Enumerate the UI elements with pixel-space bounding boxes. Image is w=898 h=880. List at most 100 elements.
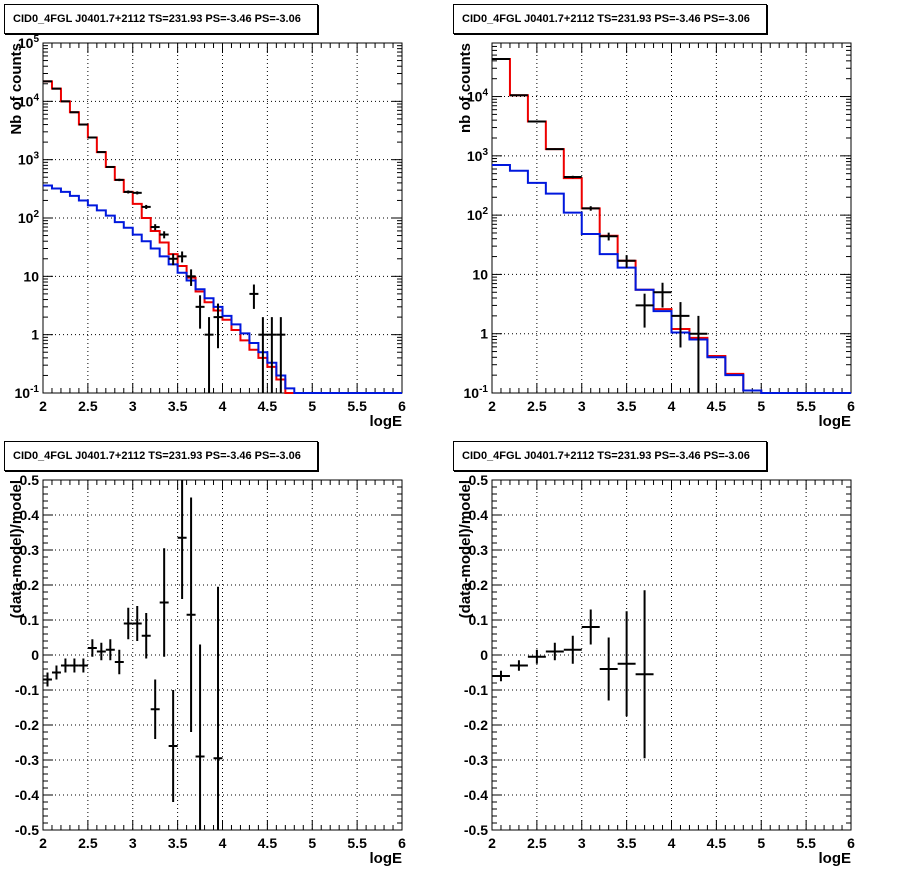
y-tick-label: -0.2	[15, 717, 39, 733]
x-axis-ticks	[42, 480, 403, 830]
x-tick-label: 5.5	[796, 835, 816, 851]
x-tick-label: 4	[219, 398, 227, 414]
y-tick-label: 103	[467, 147, 489, 164]
y-axis-title: (data-model)/model	[8, 480, 25, 618]
x-tick-label: 4.5	[707, 398, 727, 414]
y-tick-label: -0.3	[464, 752, 488, 768]
y-tick-label: 0.4	[20, 507, 40, 523]
x-axis-title: logE	[819, 850, 852, 867]
x-tick-label: 3	[578, 398, 586, 414]
x-tick-label: 5	[308, 398, 316, 414]
y-axis-title: (data-model)/model	[457, 480, 474, 618]
x-tick-label: 6	[398, 835, 406, 851]
x-tick-label: 4	[668, 835, 676, 851]
y-tick-label: 10-1	[464, 384, 489, 401]
x-tick-label: 4.5	[258, 398, 278, 414]
total-model-histogram	[492, 57, 851, 394]
x-axis-ticks	[491, 43, 852, 393]
x-tick-label: 5.5	[796, 398, 816, 414]
y-tick-label: 10-1	[15, 384, 40, 401]
y-axis-title: nb of counts	[457, 43, 474, 133]
y-tick-label: 0.5	[469, 472, 489, 488]
y-tick-label: -0.3	[15, 752, 39, 768]
y-axis-ticks	[43, 42, 402, 394]
panel-title-bottom-right: CID0_4FGL J0401.7+2112 TS=231.93 PS=-3.4…	[453, 441, 767, 471]
x-tick-label: 2.5	[527, 835, 547, 851]
y-tick-label: 0	[31, 647, 39, 663]
x-tick-label: 4.5	[707, 835, 727, 851]
source-model-histogram	[43, 184, 402, 394]
y-tick-label: 1	[480, 326, 488, 342]
y-axis-ticks	[43, 479, 402, 831]
panel-title-bottom-left: CID0_4FGL J0401.7+2112 TS=231.93 PS=-3.4…	[4, 441, 318, 471]
y-tick-label: 0.5	[20, 472, 40, 488]
y-tick-label: -0.2	[464, 717, 488, 733]
x-tick-label: 2.5	[527, 398, 547, 414]
chart-panel-1: 2 2.5 3 3.5 4 4.5 5 5.5 6 10-1 1 10 102 103 104 logE nb …	[457, 42, 855, 430]
y-tick-label: 1	[31, 327, 39, 343]
x-tick-label: 2	[488, 835, 496, 851]
x-tick-label: 6	[398, 398, 406, 414]
y-tick-label: 0.1	[20, 612, 40, 628]
grid	[492, 43, 851, 393]
x-tick-label: 5	[757, 835, 765, 851]
panel-title-top-left: CID0_4FGL J0401.7+2112 TS=231.93 PS=-3.4…	[4, 4, 318, 34]
y-tick-label: -0.4	[15, 787, 39, 803]
y-axis-ticks	[492, 479, 851, 831]
x-axis-ticks	[42, 43, 403, 393]
y-tick-label: 102	[18, 209, 40, 226]
residual-points	[43, 480, 223, 830]
grid	[43, 480, 402, 830]
x-tick-label: 4	[668, 398, 676, 414]
grid	[492, 480, 851, 830]
x-axis-title: logE	[819, 413, 852, 430]
total-model-histogram	[43, 80, 402, 394]
y-tick-label: 0.3	[469, 542, 489, 558]
y-tick-label: 104	[18, 92, 40, 109]
x-tick-label: 3.5	[617, 835, 637, 851]
x-tick-label: 2.5	[78, 835, 98, 851]
y-tick-label: -0.1	[15, 682, 39, 698]
data-points	[43, 80, 286, 393]
y-tick-label: 102	[467, 206, 489, 223]
x-tick-label: 5.5	[347, 835, 367, 851]
panel-title-top-right: CID0_4FGL J0401.7+2112 TS=231.93 PS=-3.4…	[453, 4, 767, 34]
x-tick-label: 6	[847, 398, 855, 414]
chart-panel-3: 2 2.5 3 3.5 4 4.5 5 5.5 6 -0.5 -0.4 -0.3 -0.2 -0.1 0 0.…	[457, 472, 855, 867]
residual-points	[492, 590, 654, 759]
y-tick-label: -0.5	[464, 822, 488, 838]
y-tick-label: -0.4	[464, 787, 488, 803]
y-tick-label: 0.4	[469, 507, 489, 523]
x-axis-title: logE	[370, 850, 403, 867]
y-tick-label: 104	[467, 88, 489, 105]
y-tick-label: 0.3	[20, 542, 40, 558]
x-axis-title: logE	[370, 413, 403, 430]
y-tick-label: 0.1	[469, 612, 489, 628]
x-tick-label: 4.5	[258, 835, 278, 851]
source-model-histogram	[492, 164, 851, 394]
x-tick-label: 3	[578, 835, 586, 851]
data-points	[492, 57, 708, 393]
y-tick-label: 10	[472, 266, 488, 282]
x-tick-label: 5	[308, 835, 316, 851]
x-tick-label: 2.5	[78, 398, 98, 414]
x-axis-ticks	[491, 480, 852, 830]
chart-panel-0: 2 2.5 3 3.5 4 4.5 5 5.5 6 10-1 1 10 102 103 104 105 logE…	[8, 34, 406, 430]
x-tick-label: 3.5	[168, 398, 188, 414]
x-tick-label: 5	[757, 398, 765, 414]
grid	[43, 43, 402, 393]
x-tick-label: 6	[847, 835, 855, 851]
y-tick-label: 0.2	[20, 577, 40, 593]
y-tick-label: 103	[18, 151, 40, 168]
y-tick-label: -0.5	[15, 822, 39, 838]
y-tick-label: -0.1	[464, 682, 488, 698]
x-tick-label: 3	[129, 398, 137, 414]
y-tick-label: 0.2	[469, 577, 489, 593]
x-tick-label: 2	[39, 398, 47, 414]
x-tick-label: 3.5	[617, 398, 637, 414]
x-tick-label: 4	[219, 835, 227, 851]
y-tick-label: 10	[23, 268, 39, 284]
x-tick-label: 2	[488, 398, 496, 414]
x-tick-label: 5.5	[347, 398, 367, 414]
